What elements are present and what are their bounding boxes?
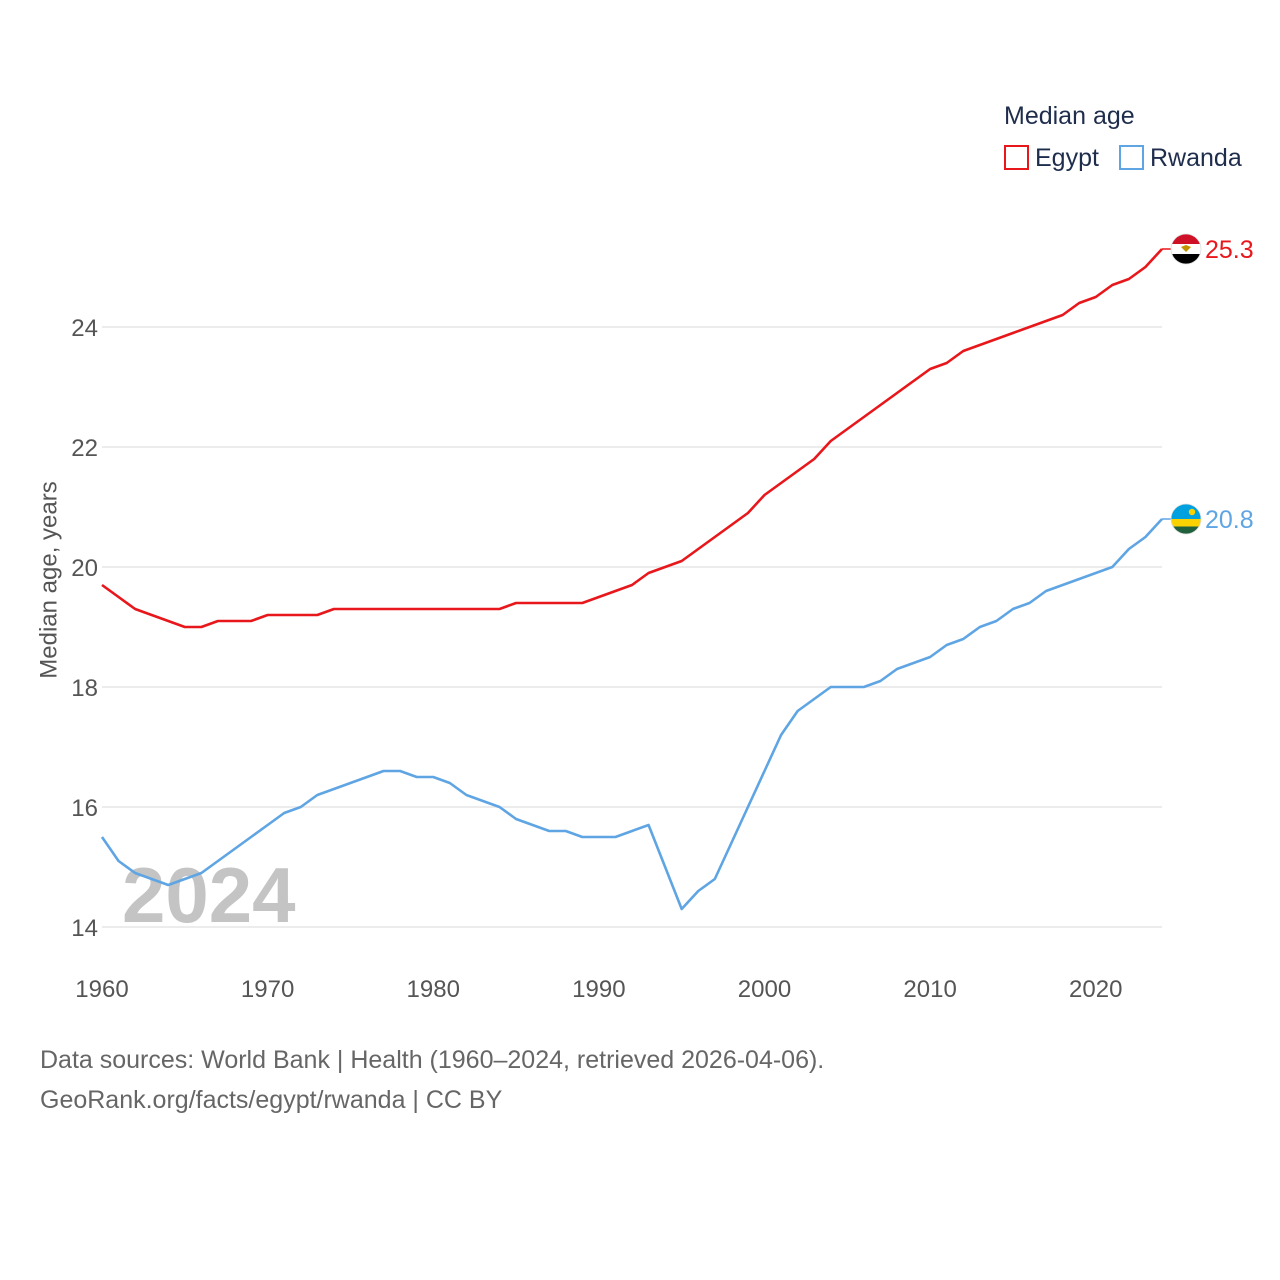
legend-swatch-rwanda[interactable]	[1119, 145, 1144, 170]
series-end-markers: 25.3 20.8	[1162, 233, 1254, 535]
year-watermark: 2024	[122, 851, 296, 939]
x-tick-label: 1960	[75, 976, 128, 1003]
y-tick-label: 20	[71, 555, 98, 582]
x-tick-label: 2020	[1069, 976, 1122, 1003]
series-line-rwanda[interactable]	[100, 518, 1163, 911]
y-tick-label: 18	[71, 675, 98, 702]
y-tick-label: 22	[71, 435, 98, 462]
y-tick-label: 16	[71, 795, 98, 822]
y-axis-label: Median age, years	[35, 481, 62, 678]
legend[interactable]: Median age Egypt Rwanda	[1004, 102, 1242, 172]
data-source-note: Data sources: World Bank | Health (1960–…	[40, 1046, 825, 1074]
x-tick-label: 1990	[572, 976, 625, 1003]
series-line-egypt[interactable]	[101, 248, 1163, 629]
rwanda-flag-icon	[1170, 503, 1202, 535]
series-lines	[100, 248, 1163, 911]
x-tick-label: 2010	[903, 976, 956, 1003]
x-axis-ticks: 1960 1970 1980 1990 2000 2010 2020	[75, 976, 1122, 1003]
legend-title: Median age	[1004, 102, 1135, 130]
x-tick-label: 2000	[738, 976, 791, 1003]
gridlines	[102, 326, 1162, 928]
x-tick-label: 1980	[407, 976, 460, 1003]
end-value-label-egypt: 25.3	[1205, 236, 1254, 264]
legend-swatch-egypt[interactable]	[1004, 145, 1029, 170]
x-tick-label: 1970	[241, 976, 294, 1003]
footer: Data sources: World Bank | Health (1960–…	[40, 1040, 824, 1120]
egypt-flag-icon	[1170, 233, 1202, 265]
end-value-label-rwanda: 20.8	[1205, 506, 1254, 534]
legend-label-rwanda[interactable]: Rwanda	[1150, 144, 1242, 172]
legend-label-egypt[interactable]: Egypt	[1035, 144, 1099, 172]
attribution-link[interactable]: GeoRank.org/facts/egypt/rwanda | CC BY	[40, 1086, 503, 1114]
y-tick-label: 14	[71, 915, 98, 942]
y-axis-ticks: 14 16 18 20 22 24	[71, 315, 98, 942]
y-tick-label: 24	[71, 315, 98, 342]
